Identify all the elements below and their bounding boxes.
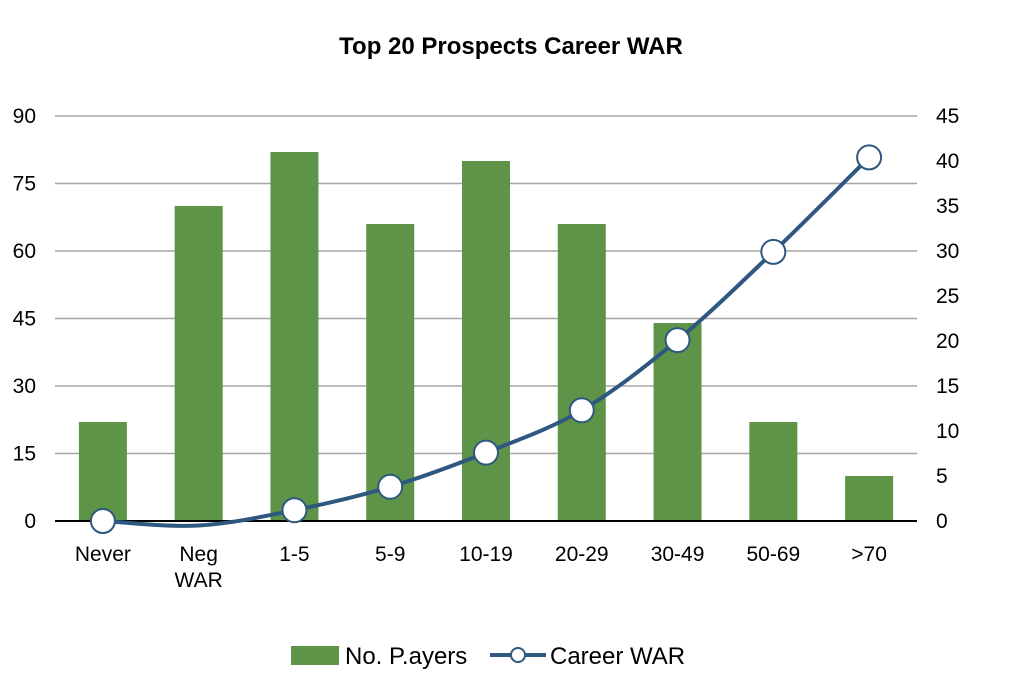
bar (270, 152, 319, 521)
right-tick-label: 35 (936, 195, 959, 218)
career-war-point (856, 144, 883, 171)
career-war-line (102, 155, 871, 528)
right-tick-label: 10 (936, 420, 959, 443)
x-tick-label: Never (75, 543, 131, 566)
right-tick-label: 5 (936, 465, 948, 488)
x-axis-ticks: Never Neg WAR 1-5 5-9 10-19 20-29 30-49 50-69 >70 (75, 543, 887, 592)
bar (749, 422, 798, 521)
left-tick-label: 60 (13, 240, 36, 263)
bar (557, 224, 606, 521)
left-tick-label: 75 (13, 173, 36, 196)
career-war-point (760, 238, 787, 265)
legend-bar-label: No. P.ayers (345, 643, 467, 670)
legend-line-marker (510, 647, 526, 663)
right-tick-label: 45 (936, 105, 959, 128)
right-tick-label: 30 (936, 240, 959, 263)
line-series (89, 144, 883, 534)
chart-title: Top 20 Prospects Career WAR (339, 33, 683, 60)
career-war-point (281, 497, 308, 524)
left-tick-label: 0 (24, 510, 36, 533)
bar (366, 224, 415, 521)
legend-line-label: Career WAR (550, 643, 685, 670)
x-tick-label: 50-69 (746, 543, 800, 566)
career-war-point (377, 473, 404, 500)
left-tick-label: 30 (13, 375, 36, 398)
left-tick-label: 45 (13, 308, 36, 331)
right-tick-label: 25 (936, 285, 959, 308)
right-tick-label: 15 (936, 375, 959, 398)
x-tick-label: Neg WAR (175, 543, 223, 592)
bar (653, 323, 702, 521)
career-war-point (664, 327, 691, 354)
x-tick-label: 30-49 (651, 543, 705, 566)
x-tick-label: 1-5 (279, 543, 309, 566)
right-tick-label: 20 (936, 330, 959, 353)
x-tick-label: 20-29 (555, 543, 609, 566)
bar (462, 161, 510, 521)
bar (845, 476, 894, 521)
legend: No. P.ayers Career WAR (291, 643, 685, 670)
bar (78, 422, 127, 521)
left-tick-label: 90 (13, 105, 36, 128)
x-tick-label: 5-9 (375, 543, 405, 566)
left-tick-label: 15 (13, 443, 36, 466)
x-tick-label: >70 (851, 543, 887, 566)
right-tick-label: 0 (936, 510, 948, 533)
career-war-point (473, 439, 499, 466)
career-war-point (89, 508, 116, 534)
right-tick-label: 40 (936, 150, 959, 173)
bar (174, 206, 223, 521)
bar-series (78, 152, 894, 521)
legend-bar-swatch (291, 646, 339, 665)
left-axis-ticks: 0 15 30 45 60 75 90 (13, 105, 36, 533)
right-axis-ticks: 0 5 10 15 20 25 30 35 40 45 (936, 105, 959, 533)
career-war-point (568, 397, 595, 424)
x-tick-label: 10-19 (459, 543, 513, 566)
